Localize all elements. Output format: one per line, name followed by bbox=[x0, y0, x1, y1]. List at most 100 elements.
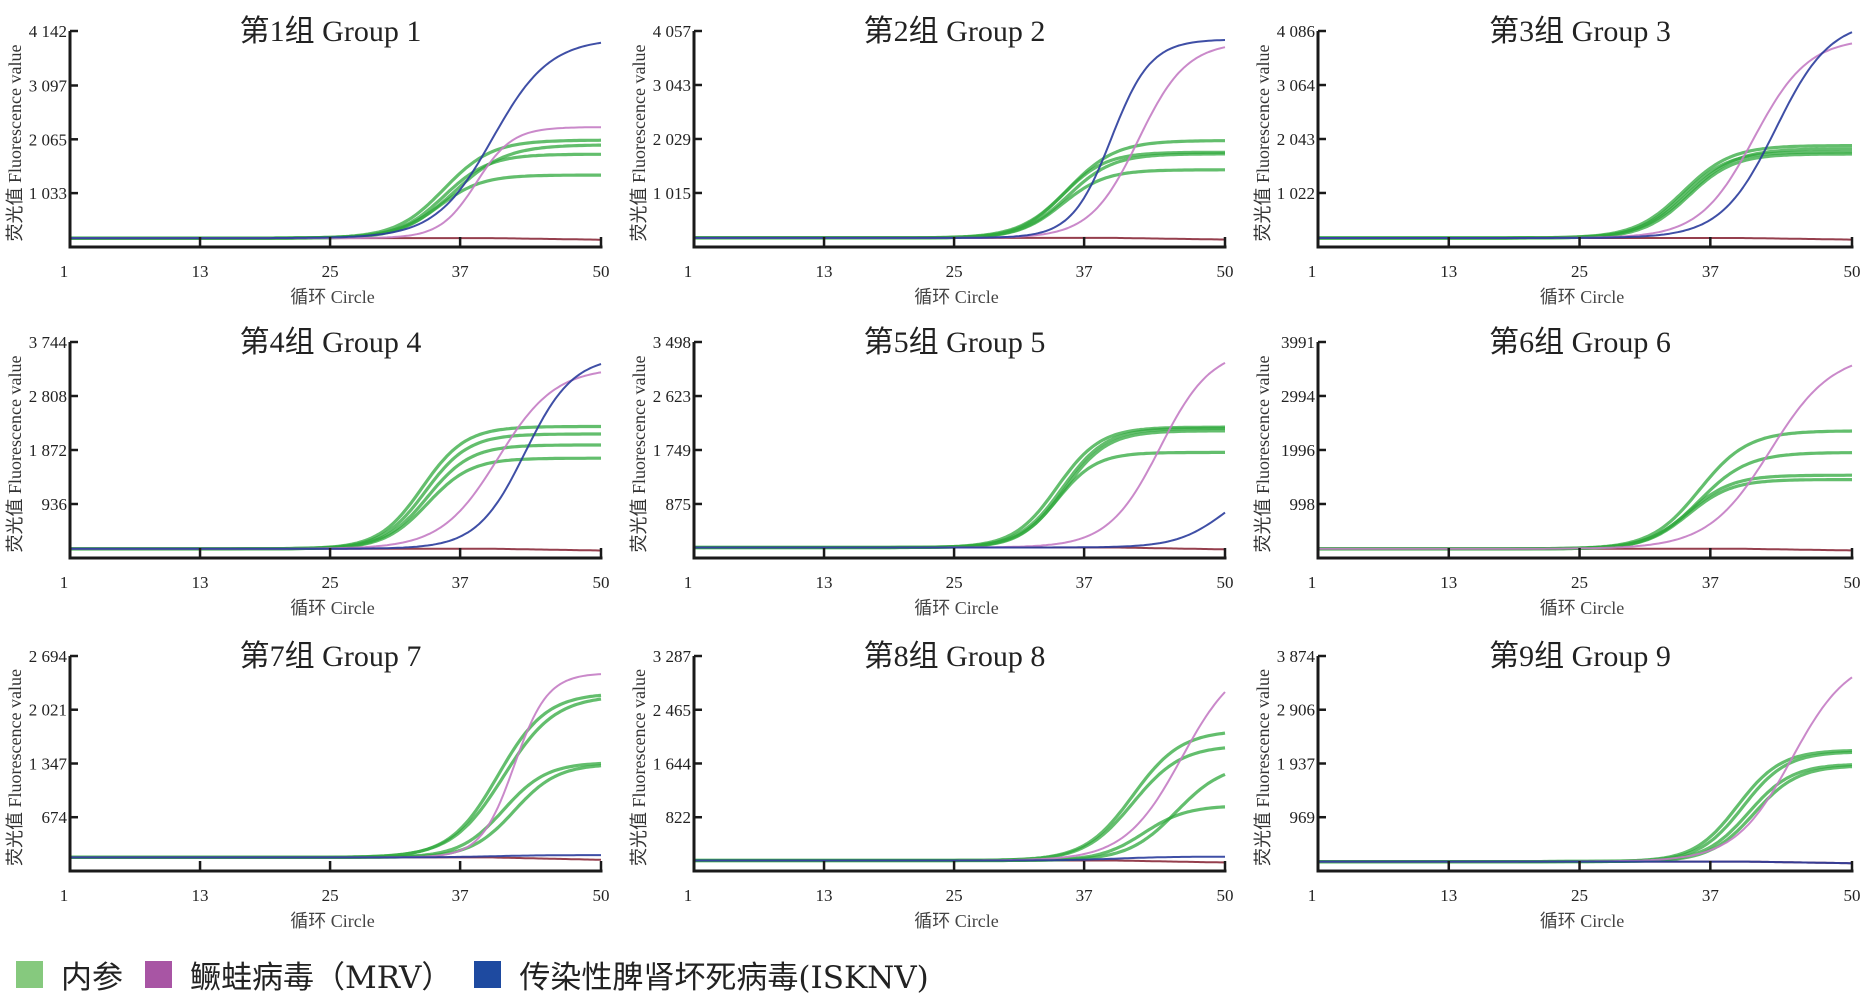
x-tick-label: 37 bbox=[452, 262, 470, 281]
legend-label-isknv: 传染性脾肾坏死病毒(ISKNV) bbox=[519, 959, 929, 996]
y-tick-label: 1 937 bbox=[1277, 755, 1316, 774]
x-tick-label: 13 bbox=[1440, 262, 1457, 281]
x-tick-label: 13 bbox=[816, 886, 833, 905]
series-line-reference bbox=[70, 173, 601, 240]
series-line-reference bbox=[70, 152, 601, 240]
y-tick-label: 3 498 bbox=[653, 333, 691, 352]
series-line-reference bbox=[70, 456, 601, 551]
series-line-mrv bbox=[1318, 42, 1853, 239]
y-axis-label: 荧光值 Fluorescence value bbox=[1253, 356, 1273, 553]
series-line-reference bbox=[1318, 144, 1852, 240]
x-axis-label: 循环 Circle bbox=[290, 287, 374, 307]
series-line-reference bbox=[70, 432, 601, 551]
series-group bbox=[1318, 676, 1853, 865]
series-line-reference bbox=[694, 746, 1226, 863]
x-tick-label: 37 bbox=[1702, 886, 1720, 905]
x-axis-label: 循环 Circle bbox=[914, 287, 998, 307]
x-tick-label: 25 bbox=[1571, 886, 1588, 905]
series-line-mrv bbox=[694, 691, 1226, 862]
series-line-reference bbox=[1318, 478, 1852, 551]
series-group bbox=[694, 362, 1226, 551]
series-line-isknv bbox=[70, 41, 602, 240]
series-line-reference bbox=[1318, 147, 1852, 240]
series-group bbox=[694, 691, 1226, 864]
x-tick-label: 13 bbox=[1440, 573, 1457, 592]
series-group bbox=[1318, 364, 1853, 552]
y-tick-label: 2 694 bbox=[29, 647, 68, 666]
chart-panel-8: 第8组 Group 8 822 1 644 2 465 3 287 1 13 25 37 50 循环… bbox=[629, 640, 1234, 931]
series-line-reference bbox=[694, 731, 1226, 863]
series-line-reference bbox=[1318, 451, 1853, 551]
x-tick-label: 1 bbox=[684, 573, 693, 592]
series-line-reference bbox=[70, 693, 602, 859]
series-line-reference bbox=[694, 152, 1225, 240]
legend-label-reference: 内参 bbox=[61, 959, 123, 996]
x-tick-label: 13 bbox=[816, 262, 833, 281]
chart-title: 第4组 Group 4 bbox=[240, 326, 422, 359]
x-tick-label: 1 bbox=[60, 262, 69, 281]
series-line-reference bbox=[70, 143, 601, 240]
x-tick-label: 13 bbox=[192, 262, 209, 281]
x-tick-label: 25 bbox=[1571, 262, 1588, 281]
x-tick-label: 1 bbox=[684, 262, 693, 281]
y-tick-label: 1 015 bbox=[653, 184, 691, 203]
chart-panel-5: 第5组 Group 5 875 1 749 2 623 3 498 1 13 25 37 50 循环… bbox=[629, 326, 1234, 618]
y-tick-label: 3 744 bbox=[29, 333, 68, 352]
chart-panel-7: 第7组 Group 7 674 1 347 2 021 2 694 1 13 25 37 50 循环… bbox=[5, 640, 610, 931]
chart-panel-3: 第3组 Group 3 1 022 2 043 3 064 4 086 1 13 25 37 50… bbox=[1253, 15, 1861, 307]
y-tick-label: 3 043 bbox=[653, 76, 691, 95]
x-tick-label: 37 bbox=[1076, 573, 1094, 592]
y-tick-label: 4 086 bbox=[1277, 22, 1315, 41]
series-line-reference bbox=[1318, 152, 1852, 240]
y-tick-label: 2994 bbox=[1281, 387, 1316, 406]
x-tick-label: 13 bbox=[192, 886, 209, 905]
x-tick-label: 37 bbox=[452, 886, 470, 905]
x-tick-label: 1 bbox=[60, 886, 69, 905]
series-line-reference bbox=[70, 138, 602, 240]
x-tick-label: 37 bbox=[452, 573, 470, 592]
chart-title: 第2组 Group 2 bbox=[864, 15, 1046, 48]
x-tick-label: 50 bbox=[593, 262, 610, 281]
chart-panel-9: 第9组 Group 9 969 1 937 2 906 3 874 1 13 25 37 50 循环… bbox=[1253, 640, 1861, 931]
x-tick-label: 50 bbox=[1844, 573, 1861, 592]
x-tick-label: 50 bbox=[1844, 886, 1861, 905]
series-line-reference bbox=[694, 168, 1225, 240]
y-tick-label: 822 bbox=[666, 808, 692, 827]
y-tick-label: 998 bbox=[1290, 495, 1316, 514]
series-group bbox=[70, 673, 602, 861]
series-line-reference bbox=[1318, 150, 1852, 240]
x-tick-label: 25 bbox=[946, 886, 963, 905]
y-axis-label: 荧光值 Fluorescence value bbox=[1253, 45, 1273, 242]
x-tick-label: 50 bbox=[1217, 573, 1234, 592]
x-axis-label: 循环 Circle bbox=[1540, 287, 1624, 307]
y-tick-label: 2 029 bbox=[653, 130, 691, 149]
x-tick-label: 25 bbox=[322, 886, 339, 905]
x-tick-label: 37 bbox=[1702, 573, 1720, 592]
y-tick-label: 3 064 bbox=[1277, 76, 1316, 95]
series-line-isknv bbox=[70, 854, 601, 859]
x-axis-label: 循环 Circle bbox=[290, 598, 374, 618]
x-tick-label: 1 bbox=[60, 573, 69, 592]
series-group bbox=[70, 41, 602, 241]
x-axis-label: 循环 Circle bbox=[914, 911, 998, 931]
y-tick-label: 2 906 bbox=[1277, 701, 1315, 720]
x-tick-label: 1 bbox=[1308, 573, 1317, 592]
y-tick-label: 1996 bbox=[1281, 441, 1315, 460]
chart-title: 第9组 Group 9 bbox=[1489, 640, 1671, 673]
x-tick-label: 25 bbox=[322, 573, 339, 592]
series-line-reference bbox=[694, 426, 1225, 550]
chart-title: 第7组 Group 7 bbox=[240, 640, 422, 673]
y-tick-label: 2 065 bbox=[29, 130, 67, 149]
x-axis-label: 循环 Circle bbox=[1540, 911, 1624, 931]
y-tick-label: 936 bbox=[42, 495, 68, 514]
y-axis-label: 荧光值 Fluorescence value bbox=[5, 669, 25, 866]
y-tick-label: 674 bbox=[42, 808, 68, 827]
x-axis-label: 循环 Circle bbox=[1540, 598, 1624, 618]
y-axis-label: 荧光值 Fluorescence value bbox=[629, 356, 649, 553]
series-line-isknv bbox=[694, 39, 1226, 239]
chart-panel-4: 第4组 Group 4 936 1 872 2 808 3 744 1 13 25 37 50 循环… bbox=[5, 326, 610, 618]
x-tick-label: 50 bbox=[593, 573, 610, 592]
series-line-reference bbox=[1318, 763, 1853, 864]
x-tick-label: 50 bbox=[1217, 886, 1234, 905]
x-tick-label: 25 bbox=[946, 262, 963, 281]
